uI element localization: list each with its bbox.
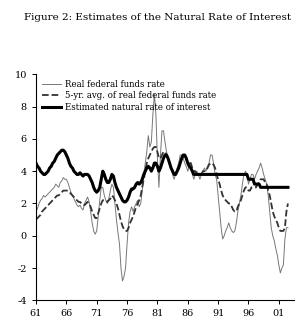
Legend: Real federal funds rate, 5-yr. avg. of real federal funds rate, Estimated natura: Real federal funds rate, 5-yr. avg. of r… <box>40 78 218 113</box>
5-yr. avg. of real federal funds rate <box>166 156 170 160</box>
Real federal funds rate <box>69 190 73 194</box>
Real federal funds rate <box>125 242 129 246</box>
Estimated natural rate of interest <box>286 185 290 189</box>
Line: 5-yr. avg. of real federal funds rate: 5-yr. avg. of real federal funds rate <box>36 147 288 231</box>
5-yr. avg. of real federal funds rate <box>68 190 71 194</box>
Real federal funds rate <box>203 166 206 170</box>
Real federal funds rate <box>166 156 170 160</box>
5-yr. avg. of real federal funds rate <box>153 145 156 149</box>
5-yr. avg. of real federal funds rate <box>286 202 290 205</box>
Estimated natural rate of interest <box>69 164 73 168</box>
Estimated natural rate of interest <box>60 148 64 152</box>
5-yr. avg. of real federal funds rate <box>163 150 167 154</box>
5-yr. avg. of real federal funds rate <box>125 229 129 233</box>
Real federal funds rate <box>121 279 124 283</box>
Real federal funds rate <box>68 185 71 189</box>
Real federal funds rate <box>153 92 156 96</box>
Estimated natural rate of interest <box>122 200 126 204</box>
Estimated natural rate of interest <box>166 156 170 160</box>
Line: Estimated natural rate of interest: Estimated natural rate of interest <box>36 150 288 202</box>
Estimated natural rate of interest <box>127 195 130 199</box>
Real federal funds rate <box>34 210 38 214</box>
Text: Figure 2: Estimates of the Natural Rate of Interest: Figure 2: Estimates of the Natural Rate … <box>24 13 291 22</box>
5-yr. avg. of real federal funds rate <box>69 192 73 196</box>
Estimated natural rate of interest <box>203 172 206 176</box>
5-yr. avg. of real federal funds rate <box>203 169 206 173</box>
Real federal funds rate <box>163 140 167 144</box>
Estimated natural rate of interest <box>70 166 74 170</box>
5-yr. avg. of real federal funds rate <box>124 229 127 233</box>
Real federal funds rate <box>286 226 290 230</box>
Line: Real federal funds rate: Real federal funds rate <box>36 94 288 281</box>
Estimated natural rate of interest <box>163 153 167 157</box>
5-yr. avg. of real federal funds rate <box>34 218 38 222</box>
Estimated natural rate of interest <box>34 161 38 165</box>
